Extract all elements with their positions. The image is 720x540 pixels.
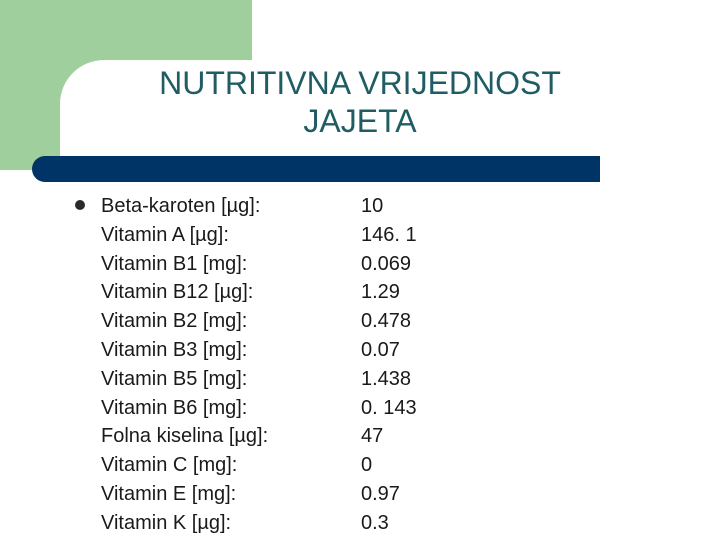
nutrient-label: Vitamin C [mg]:: [101, 454, 238, 477]
nutrient-label: Vitamin K [µg]:: [101, 511, 232, 534]
slide-title: NUTRITIVNA VRIJEDNOST JAJETA: [60, 64, 660, 140]
nutrient-value-column: 10 146. 1 0.069 1.29 0.478 0.07 1.438 0.…: [361, 192, 417, 538]
nutrient-label: Vitamin B1 [mg]:: [101, 252, 248, 275]
nutrient-value: 1.29: [361, 281, 400, 304]
title-divider-bar: [32, 156, 600, 182]
nutrient-label-column: Beta-karoten [µg]: Vitamin A [µg]: Vitam…: [101, 192, 268, 538]
nutrient-value: 47: [361, 425, 384, 448]
bullet-dot-icon: [75, 200, 85, 210]
nutrient-label: Vitamin E [mg]:: [101, 482, 237, 505]
nutrient-label: Vitamin B2 [mg]:: [101, 310, 248, 333]
nutrient-value: 0.3: [361, 511, 389, 534]
nutrient-value: 0.97: [361, 482, 400, 505]
nutrient-value: 10: [361, 195, 384, 217]
slide-content-area: [60, 60, 720, 540]
nutrient-label: Vitamin B5 [mg]:: [101, 367, 248, 390]
nutrient-value: 0.069: [361, 252, 412, 275]
nutrient-label: Folna kiselina [µg]:: [101, 425, 269, 448]
title-line-2: JAJETA: [303, 103, 417, 139]
nutrient-value: 0: [361, 454, 373, 477]
nutrient-label: Vitamin B12 [µg]:: [101, 281, 254, 304]
nutrient-value: 0. 143: [361, 396, 417, 419]
nutrient-label: Vitamin B6 [mg]:: [101, 396, 248, 419]
nutrient-label: Beta-karoten [µg]:: [101, 195, 261, 217]
nutrient-value: 0.478: [361, 310, 412, 333]
nutrient-value: 1.438: [361, 367, 412, 390]
nutrient-value: 146. 1: [361, 223, 417, 246]
title-line-1: NUTRITIVNA VRIJEDNOST: [159, 65, 561, 101]
nutrient-label: Vitamin A [µg]:: [101, 223, 229, 246]
nutrient-label: Vitamin B3 [mg]:: [101, 338, 248, 361]
nutrient-value: 0.07: [361, 338, 400, 361]
